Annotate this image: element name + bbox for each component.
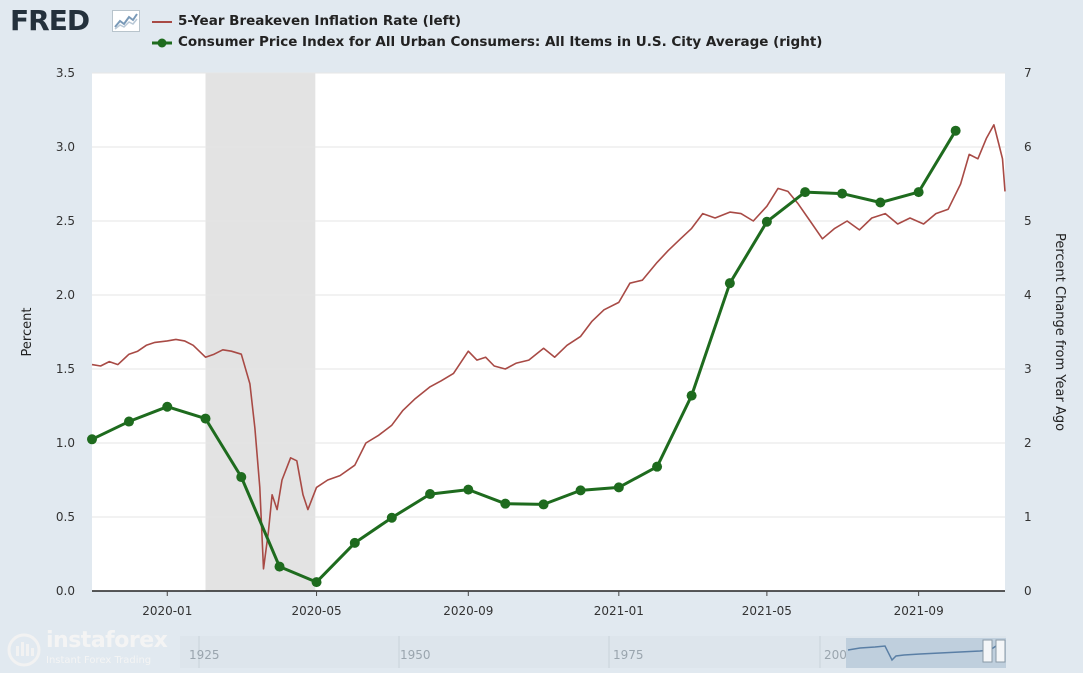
- data-point: [686, 390, 697, 401]
- left-tick-label: 3.0: [56, 140, 75, 154]
- left-tick-label: 2.0: [56, 288, 75, 302]
- data-point: [538, 499, 549, 510]
- navigator-year-label: 1950: [400, 648, 431, 662]
- data-point: [613, 482, 624, 493]
- data-point: [837, 188, 848, 199]
- right-tick-label: 7: [1024, 66, 1032, 80]
- left-tick-label: 0.5: [56, 510, 75, 524]
- data-point: [500, 498, 511, 509]
- x-axis: 2020-01 2020-05 2020-09 2021-01 2021-05 2021-…: [142, 591, 944, 618]
- data-point: [463, 484, 474, 495]
- date-range-navigator[interactable]: [180, 636, 1006, 668]
- x-tick-label: 2021-09: [894, 604, 944, 618]
- watermark-tagline: Instant Forex Trading: [46, 655, 152, 666]
- navigator-year-label: 200: [824, 648, 847, 662]
- x-tick-label: 2021-05: [742, 604, 792, 618]
- left-tick-label: 2.5: [56, 214, 75, 228]
- data-point: [386, 512, 397, 523]
- legend-line-marker: [152, 21, 172, 23]
- right-tick-label: 6: [1024, 140, 1032, 154]
- right-tick-label: 4: [1024, 288, 1032, 302]
- navigator-year-label: 1975: [613, 648, 644, 662]
- instaforex-logo-icon: [7, 633, 41, 667]
- data-point: [875, 197, 886, 208]
- data-point: [87, 434, 97, 445]
- legend-line-dot-marker: [152, 38, 172, 48]
- data-point: [913, 187, 924, 198]
- data-point: [311, 577, 322, 588]
- data-point: [950, 125, 961, 136]
- fred-sparkline-icon: [112, 10, 140, 32]
- data-point: [761, 216, 772, 227]
- data-point: [425, 489, 436, 500]
- right-tick-label: 5: [1024, 214, 1032, 228]
- fred-logo[interactable]: FRED: [10, 4, 90, 37]
- data-point: [274, 561, 285, 572]
- data-point: [349, 537, 360, 548]
- left-axis: 0.0 0.5 1.0 1.5 2.0 2.5 3.0 3.5: [56, 66, 75, 598]
- instaforex-watermark: instaforex Instant Forex Trading: [6, 628, 178, 672]
- navigator-graphic: [180, 636, 1006, 668]
- data-point: [162, 401, 173, 412]
- right-axis-title: Percent Change from Year Ago: [1052, 233, 1067, 431]
- navigator-right-handle: [995, 639, 1006, 663]
- series-line: [91, 129, 957, 584]
- navigator-left-handle: [982, 639, 993, 663]
- series-line: [91, 124, 1006, 570]
- data-point: [652, 461, 663, 472]
- right-tick-label: 3: [1024, 362, 1032, 376]
- left-tick-label: 0.0: [56, 584, 75, 598]
- navigator-year-label: 1925: [189, 648, 220, 662]
- data-point: [575, 485, 586, 496]
- data-point: [124, 416, 135, 427]
- legend-label: 5-Year Breakeven Inflation Rate (left): [178, 13, 462, 29]
- x-tick-label: 2021-01: [594, 604, 644, 618]
- right-tick-label: 1: [1024, 510, 1032, 524]
- data-point: [200, 413, 211, 424]
- line-chart: 0.0 0.5 1.0 1.5 2.0 2.5 3.0 3.5 0 1 2 3 4 5 6 7 2020-0…: [20, 66, 1067, 618]
- series-layer: [87, 124, 1006, 588]
- x-tick-label: 2020-05: [291, 604, 341, 618]
- right-axis: 0 1 2 3 4 5 6 7: [1024, 66, 1032, 598]
- series-cpi: [87, 125, 961, 588]
- left-axis-title: Percent: [20, 308, 35, 357]
- watermark-brand: instaforex: [46, 628, 168, 653]
- left-tick-label: 1.0: [56, 436, 75, 450]
- data-point: [800, 187, 811, 198]
- left-tick-label: 1.5: [56, 362, 75, 376]
- gridlines: [92, 72, 1005, 592]
- data-point: [724, 278, 735, 289]
- x-tick-label: 2020-09: [443, 604, 493, 618]
- legend-label: Consumer Price Index for All Urban Consu…: [178, 34, 823, 50]
- chart-header: FRED 5-Year Breakeven Inflation Rate (le…: [0, 0, 1083, 60]
- right-tick-label: 0: [1024, 584, 1032, 598]
- x-tick-label: 2020-01: [142, 604, 192, 618]
- series-breakeven: [91, 124, 1006, 570]
- right-tick-label: 2: [1024, 436, 1032, 450]
- left-tick-label: 3.5: [56, 66, 75, 80]
- data-point: [236, 472, 247, 483]
